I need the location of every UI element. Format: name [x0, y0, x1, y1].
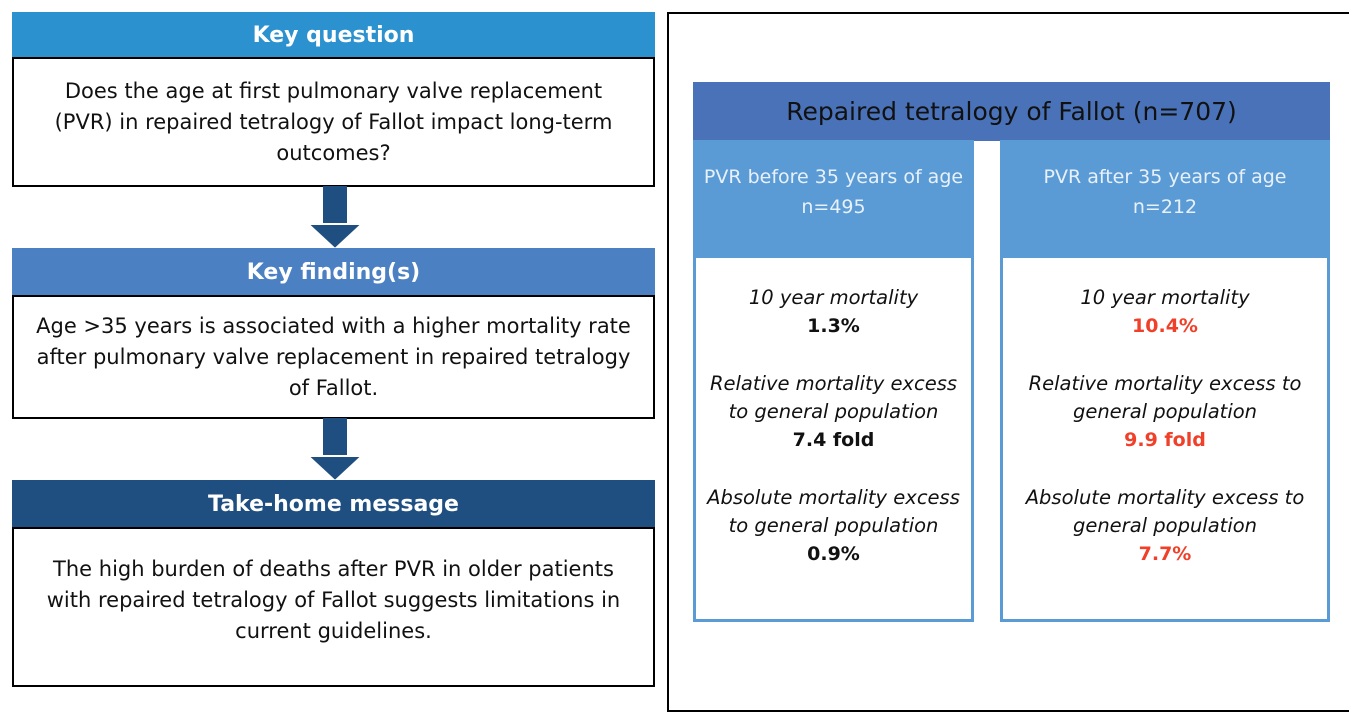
group-column: PVR after 35 years of age n=212 10 year mo…: [1000, 140, 1330, 622]
outcome-value: 9.9 fold: [1124, 429, 1206, 451]
group-body: 10 year mortality 1.3% Relative mortality …: [693, 258, 974, 622]
group-n: n=212: [1132, 196, 1198, 218]
group-n: n=495: [801, 196, 866, 218]
outcome-item: Relative mortality excess to general pop…: [704, 370, 963, 454]
outcome-item: Relative mortality excess to general pop…: [1011, 370, 1319, 454]
take-home-header: Take-home message: [12, 480, 655, 529]
group-header: PVR after 35 years of age n=212: [1000, 140, 1330, 258]
outcome-value: 7.4 fold: [792, 429, 875, 451]
key-finding-header: Key finding(s): [12, 248, 655, 297]
right-title: Repaired tetralogy of Fallot (n=707): [693, 82, 1330, 141]
outcome-item: Absolute mortality excess to general pop…: [704, 484, 963, 568]
outcome-label: Relative mortality excess to general pop…: [709, 372, 958, 423]
outcome-item: 10 year mortality 1.3%: [704, 284, 963, 340]
key-question-text: Does the age at first pulmonary valve re…: [12, 57, 655, 187]
group-body: 10 year mortality 10.4% Relative mortality…: [1000, 258, 1330, 622]
arrow: [305, 186, 365, 250]
key-question-header: Key question: [12, 12, 655, 59]
group-column: PVR before 35 years of age n=495 10 year m…: [693, 140, 974, 622]
outcome-label: Absolute mortality excess to general pop…: [1025, 486, 1305, 537]
take-home-text: The high burden of deaths after PVR in o…: [12, 527, 655, 687]
outcome-value: 1.3%: [807, 315, 860, 337]
group-name: PVR before 35 years of age: [703, 166, 964, 188]
group-name: PVR after 35 years of age: [1043, 166, 1287, 188]
outcome-item: Absolute mortality excess to general pop…: [1011, 484, 1319, 568]
outcome-label: Absolute mortality excess to general pop…: [707, 486, 960, 537]
outcome-label: 10 year mortality: [1080, 286, 1250, 309]
key-finding-text: Age >35 years is associated with a highe…: [12, 295, 655, 419]
page: {"left": { "key_question": {"title": "Ke…: [12, 12, 1349, 712]
outcome-label: 10 year mortality: [748, 286, 919, 309]
outcome-value: 0.9%: [807, 543, 860, 565]
outcome-label: Relative mortality excess to general pop…: [1028, 372, 1302, 423]
take-home-title: Take-home message: [208, 492, 459, 517]
outcome-value: 10.4%: [1132, 315, 1198, 337]
group-header: PVR before 35 years of age n=495: [693, 140, 974, 258]
outcome-value: 7.7%: [1138, 543, 1192, 565]
arrow: [305, 418, 365, 482]
outcome-item: 10 year mortality 10.4%: [1011, 284, 1319, 340]
